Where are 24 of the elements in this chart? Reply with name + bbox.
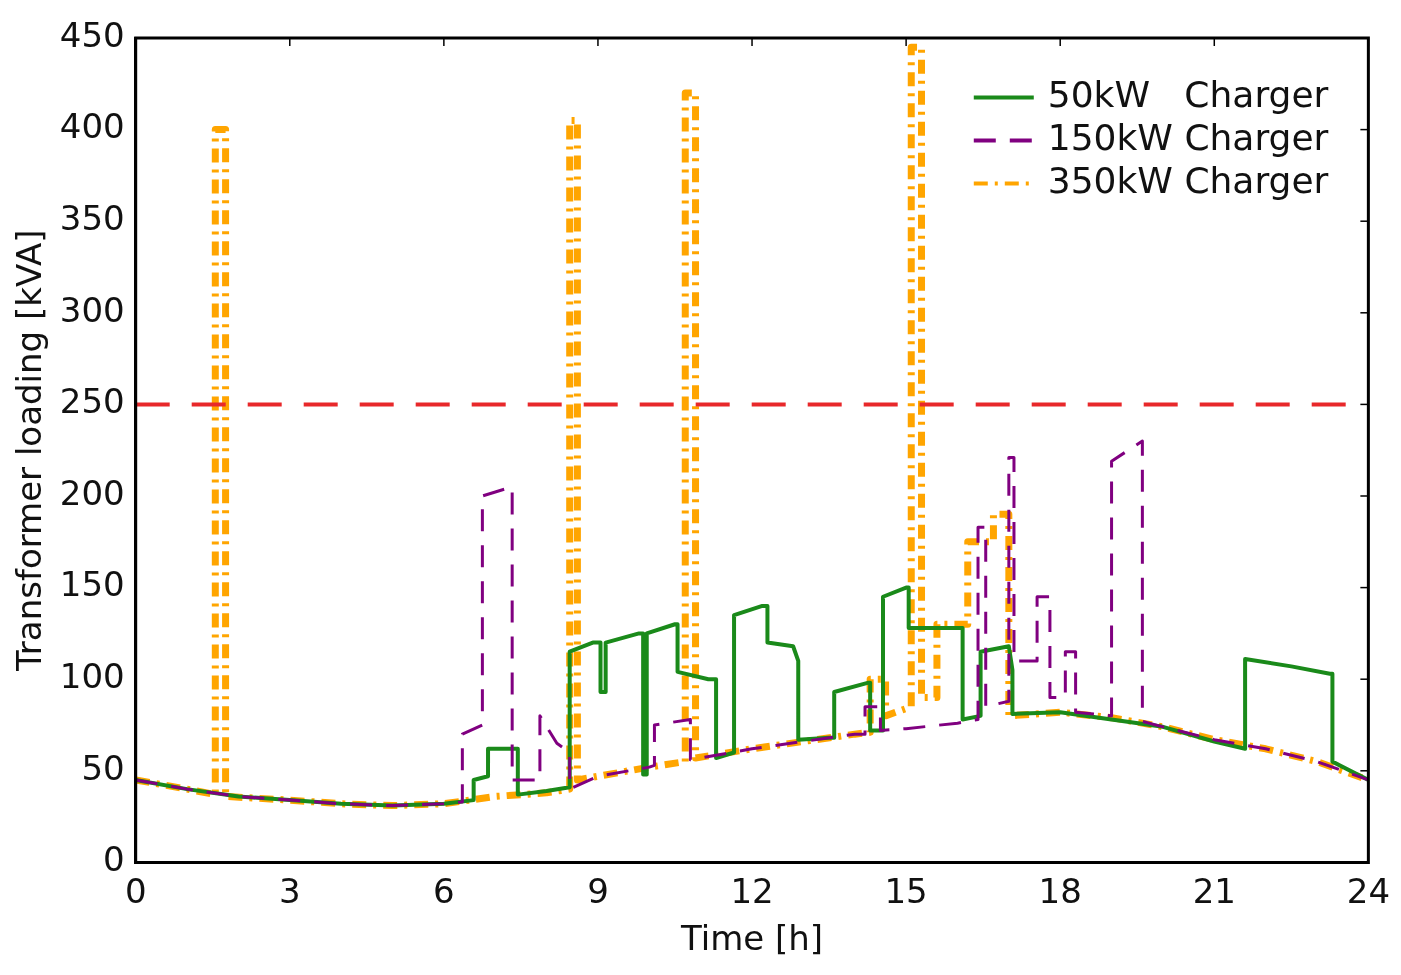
x-tick-label: 24 <box>1346 870 1390 911</box>
y-tick-label: 400 <box>59 106 125 147</box>
y-tick-label: 350 <box>59 198 125 239</box>
line-series <box>135 439 1369 808</box>
x-tick-label: 18 <box>1038 870 1082 911</box>
y-tick-label: 200 <box>59 472 125 513</box>
x-tick-label: 12 <box>730 870 774 911</box>
y-axis-title: Transformer loading [kVA] <box>9 229 50 672</box>
x-axis-title: Time [h] <box>679 918 824 959</box>
y-tick-label: 450 <box>59 14 125 55</box>
legend-label: 50kW Charger <box>1047 73 1329 115</box>
x-tick-label: 6 <box>433 870 455 911</box>
legend-label: 150kW Charger <box>1047 116 1329 158</box>
legend-label: 350kW Charger <box>1047 159 1329 201</box>
y-tick-label: 150 <box>59 564 125 605</box>
x-tick-label: 15 <box>884 870 928 911</box>
x-tick-label: 21 <box>1192 870 1236 911</box>
y-tick-label: 50 <box>81 747 125 788</box>
y-tick-label: 0 <box>103 839 125 880</box>
x-tick-label: 9 <box>587 870 609 911</box>
y-tick-label: 250 <box>59 381 125 422</box>
y-tick-label: 100 <box>59 656 125 697</box>
y-tick-label: 300 <box>59 289 125 330</box>
x-tick-label: 3 <box>278 870 301 911</box>
